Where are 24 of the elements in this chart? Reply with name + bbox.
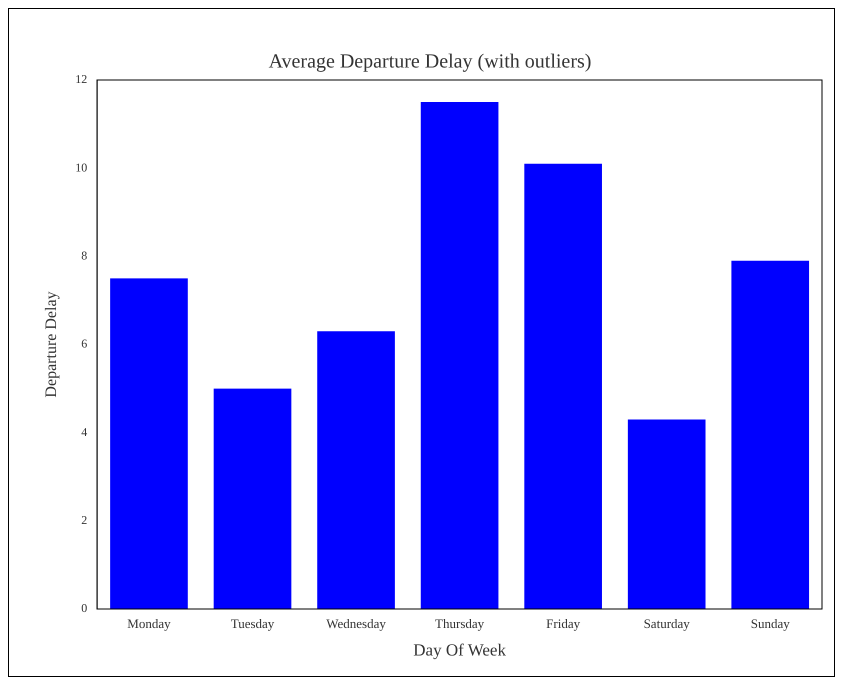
y-tick-label: 0 (81, 601, 88, 616)
y-tick-label: 4 (81, 424, 88, 439)
bar (420, 102, 498, 609)
bar (317, 331, 395, 609)
x-axis-title: Day Of Week (413, 640, 506, 660)
y-tick-label: 2 (81, 512, 88, 527)
x-tick-label: Saturday (644, 616, 690, 632)
bar (214, 388, 292, 609)
bar (110, 278, 188, 609)
bar (731, 260, 810, 609)
x-tick-label: Thursday (435, 616, 485, 632)
x-tick-label: Monday (127, 616, 172, 632)
chart-title: Average Departure Delay (with outliers) (268, 50, 592, 72)
y-tick-label: 6 (81, 336, 88, 351)
x-tick-label: Wednesday (326, 616, 386, 632)
x-tick-label: Tuesday (230, 616, 275, 632)
y-tick-label: 10 (75, 160, 88, 174)
bar (524, 164, 602, 609)
x-tick-label: Friday (546, 616, 581, 632)
x-tick-label: Sunday (750, 616, 790, 632)
y-axis-title: Departure Delay (42, 291, 60, 398)
bar (628, 419, 706, 609)
y-tick-label: 8 (81, 248, 88, 262)
y-tick-label: 12 (75, 72, 88, 86)
